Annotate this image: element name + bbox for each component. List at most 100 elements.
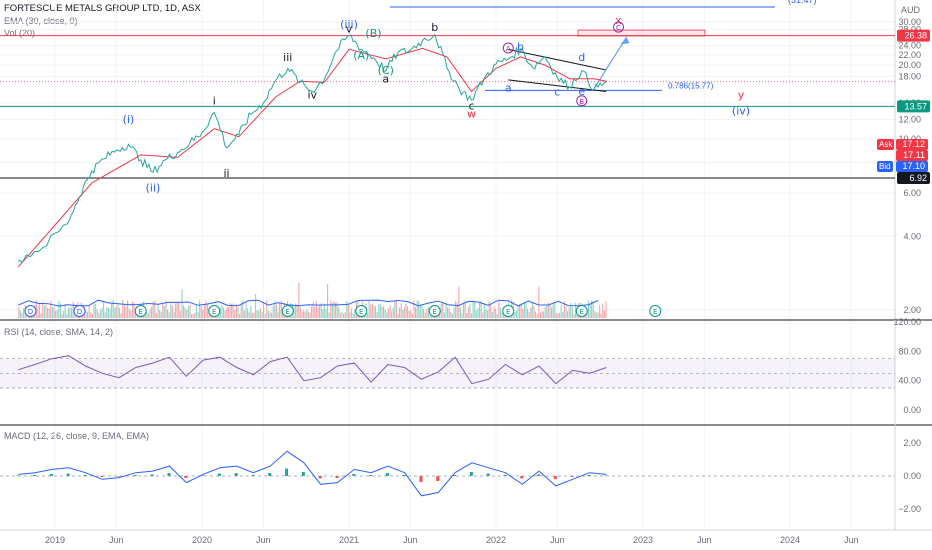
volume-bar (103, 301, 105, 318)
volume-bar (299, 307, 301, 318)
volume-bar (549, 304, 551, 318)
price-tick-label: 6.00 (903, 188, 921, 198)
volume-bar (226, 307, 228, 318)
volume-bar (419, 304, 421, 318)
target-zone (577, 29, 706, 37)
volume-bar (195, 304, 197, 318)
volume-bar (333, 301, 335, 318)
volume-bar (523, 301, 525, 318)
level-price-tag (897, 29, 930, 42)
volume-bar (336, 302, 338, 318)
macd-histogram-bar (469, 472, 473, 476)
event-marker (24, 305, 37, 317)
volume-bar (207, 304, 209, 318)
volume-bar (586, 310, 588, 318)
volume-bar (427, 306, 429, 318)
volume-bar (272, 306, 274, 318)
event-marker (281, 305, 294, 317)
volume-bar (392, 307, 394, 318)
volume-bar (544, 306, 546, 318)
volume-bar (575, 302, 577, 318)
macd-histogram-bar (503, 475, 507, 476)
volume-bar (171, 305, 173, 318)
volume-bar (173, 312, 175, 318)
volume-bar (347, 303, 349, 318)
volume-bar (479, 302, 481, 318)
volume-bar (424, 312, 426, 318)
volume-bar (343, 313, 345, 318)
volume-bar (179, 310, 181, 318)
volume-bar (527, 308, 529, 318)
macd-histogram-bar (369, 475, 373, 476)
volume-bar (162, 302, 164, 318)
volume-bar (119, 307, 121, 318)
volume-bar (159, 310, 161, 318)
volume-bar (245, 301, 247, 318)
volume-bar (151, 307, 153, 318)
volume-bar (426, 309, 428, 318)
volume-bar (597, 312, 599, 318)
volume-bar (603, 310, 605, 318)
event-marker (73, 305, 86, 317)
volume-bar (208, 310, 210, 318)
price-tick-label: 28.00 (898, 24, 921, 34)
volume-bar (322, 309, 324, 318)
x-tick-label: Jun (550, 535, 565, 545)
macd-histogram-bar (167, 473, 171, 476)
volume-bar (23, 308, 25, 318)
circled-wave-marker (502, 42, 514, 54)
volume-bar (567, 311, 569, 318)
volume-bar (263, 301, 265, 318)
volume-bar (203, 305, 205, 318)
volume-bar (319, 305, 321, 318)
volume-bar (264, 313, 266, 318)
currency-label: AUD (900, 5, 920, 15)
volume-bar (167, 309, 169, 318)
macd-histogram-bar (184, 476, 188, 478)
volume-bar (421, 304, 423, 318)
volume-bar (122, 300, 124, 318)
volume-bar (453, 307, 455, 318)
event-marker (649, 305, 662, 317)
wave-label: iii (283, 51, 292, 64)
volume-bar (115, 306, 117, 318)
macd-histogram-bar (33, 475, 37, 476)
volume-bar (533, 305, 535, 318)
volume-bar (53, 307, 55, 318)
volume-bar (450, 312, 452, 318)
volume-bar (280, 300, 282, 318)
macd-histogram-bar (285, 468, 289, 476)
volume-bar (67, 307, 69, 318)
volume-bar (381, 306, 383, 318)
price-tick-label: 20.00 (898, 60, 921, 70)
volume-bar (352, 313, 354, 318)
volume-bar (429, 313, 431, 318)
volume-bar (197, 311, 199, 318)
macd-histogram-bar (436, 476, 440, 481)
volume-bar (455, 300, 457, 318)
volume-bar (176, 301, 178, 318)
volume-bar (413, 300, 415, 318)
macd-histogram-bar (301, 472, 305, 476)
macd-histogram-bar (150, 474, 154, 476)
volume-bar (221, 304, 223, 318)
volume-bar (21, 312, 23, 318)
price-line (18, 33, 607, 263)
macd-line (18, 450, 607, 497)
volume-bar (232, 303, 234, 318)
volume-bar (74, 311, 76, 318)
x-tick-label: Jun (844, 535, 859, 545)
wave-label: ii (223, 167, 229, 180)
volume-bar (91, 313, 93, 318)
volume-bar (224, 310, 226, 318)
volume-bar (418, 301, 420, 318)
event-marker (134, 305, 147, 317)
volume-bar (351, 308, 353, 318)
volume-bar (483, 303, 485, 318)
volume-bar (555, 312, 557, 318)
volume-bar (373, 305, 375, 318)
wave-label: (A) (353, 49, 369, 62)
x-tick-label: Jun (403, 535, 418, 545)
volume-bar (570, 303, 572, 318)
